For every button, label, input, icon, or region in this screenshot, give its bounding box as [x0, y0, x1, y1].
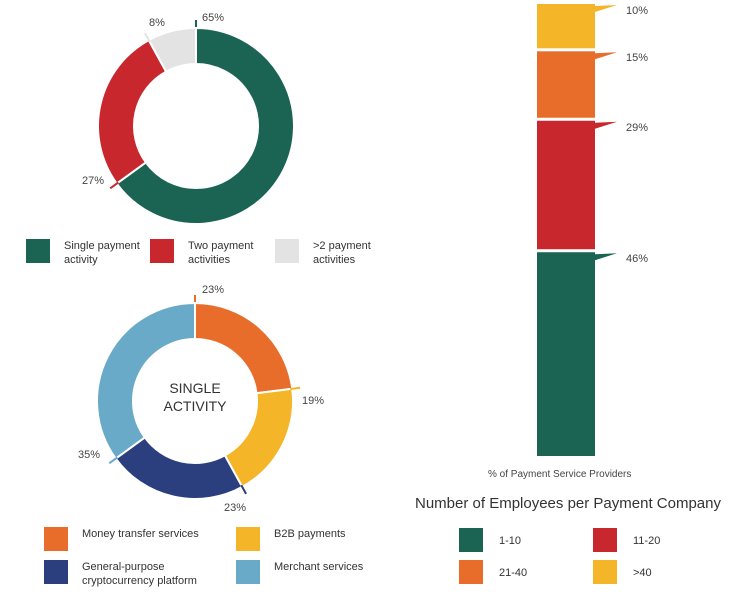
donut-center-label: SINGLE ACTIVITY — [163, 380, 227, 414]
legend3-swatch-1 — [593, 528, 617, 552]
bar-value-label-1-10: 46% — [626, 253, 649, 266]
legend3-item-3: >40 — [593, 560, 652, 584]
legend1-swatch-1 — [150, 239, 174, 263]
bar-segment-1-10 — [537, 252, 595, 456]
legend2-label-3: Merchant services — [274, 561, 364, 573]
legend2-item-3: Merchant services — [236, 560, 363, 584]
bar-pointer-21-40 — [595, 52, 617, 60]
donut1-slice-2 — [147, 26, 197, 74]
legend3-swatch-0 — [459, 528, 483, 552]
donut1-value-label-0: 65% — [202, 12, 225, 24]
legend3-item-2: 21-40 — [459, 560, 527, 584]
donut1-slice-0 — [115, 26, 295, 225]
bar-segment->40 — [537, 4, 595, 49]
legend2-label-0: Money transfer services — [82, 528, 199, 540]
legend3-swatch-2 — [459, 560, 483, 584]
legend3-label-3: >40 — [633, 567, 652, 579]
legend2-item-1: B2B payments — [236, 527, 346, 551]
legend1-swatch-2 — [275, 239, 299, 263]
donut1-value-label-1: 27% — [82, 175, 105, 187]
legend3-label-1: 11-20 — [633, 535, 661, 547]
legend2-swatch-0 — [44, 527, 68, 551]
legend1-item-0: Single payment activity — [26, 239, 140, 267]
donut1-slice-1 — [97, 38, 168, 186]
bar-pointer-1-10 — [595, 253, 617, 261]
donut2-leader-2 — [240, 484, 247, 495]
legend1-label-2: >2 payment activities — [313, 240, 371, 266]
legend1-label-1: Two payment activities — [188, 240, 254, 266]
donut1-value-label-2: 8% — [149, 17, 165, 29]
legend1-label-0: Single payment activity — [64, 240, 140, 266]
legend1-swatch-0 — [26, 239, 50, 263]
donut2-leader-3 — [108, 456, 118, 465]
donut2-value-label-1: 19% — [302, 395, 325, 407]
legend3-item-0: 1-10 — [459, 528, 521, 552]
legend2-swatch-2 — [44, 560, 68, 584]
bar-pointer-11-20 — [595, 121, 617, 129]
legend1-item-1: Two payment activities — [150, 239, 253, 267]
donut2-value-label-2: 23% — [224, 502, 247, 514]
legend3-item-1: 11-20 — [593, 528, 660, 552]
legend3-label-2: 21-40 — [499, 567, 528, 579]
donut2-slice-3 — [96, 301, 196, 461]
legend1-item-2: >2 payment activities — [275, 239, 371, 267]
donut1-leader-1 — [109, 181, 119, 190]
donut2-value-label-3: 35% — [78, 449, 101, 461]
bar-pointer->40 — [595, 5, 617, 12]
bar-x-axis-label: % of Payment Service Providers — [488, 469, 632, 480]
bar-segment-21-40 — [537, 51, 595, 118]
bar-segment-11-20 — [537, 120, 595, 250]
donut2-value-label-0: 23% — [202, 284, 225, 296]
donut2-slice-2 — [114, 436, 244, 500]
donut1-leader-2 — [144, 32, 151, 43]
donut2-leader-1 — [290, 386, 301, 390]
legend2-label-2: General-purpose cryptocurrency platform — [82, 561, 197, 587]
employees-chart-title: Number of Employees per Payment Company — [415, 495, 721, 512]
legend2-item-2: General-purpose cryptocurrency platform — [44, 560, 197, 588]
legend2-swatch-3 — [236, 560, 260, 584]
bar-value-label-11-20: 29% — [626, 121, 649, 134]
bar-value-label-21-40: 15% — [626, 52, 649, 65]
legend2-swatch-1 — [236, 527, 260, 551]
legend2-item-0: Money transfer services — [44, 527, 199, 551]
legend3-swatch-3 — [593, 560, 617, 584]
legend2-label-1: B2B payments — [274, 528, 346, 540]
legend3-label-0: 1-10 — [499, 535, 522, 547]
bar-value-label->40: 10% — [626, 5, 649, 17]
